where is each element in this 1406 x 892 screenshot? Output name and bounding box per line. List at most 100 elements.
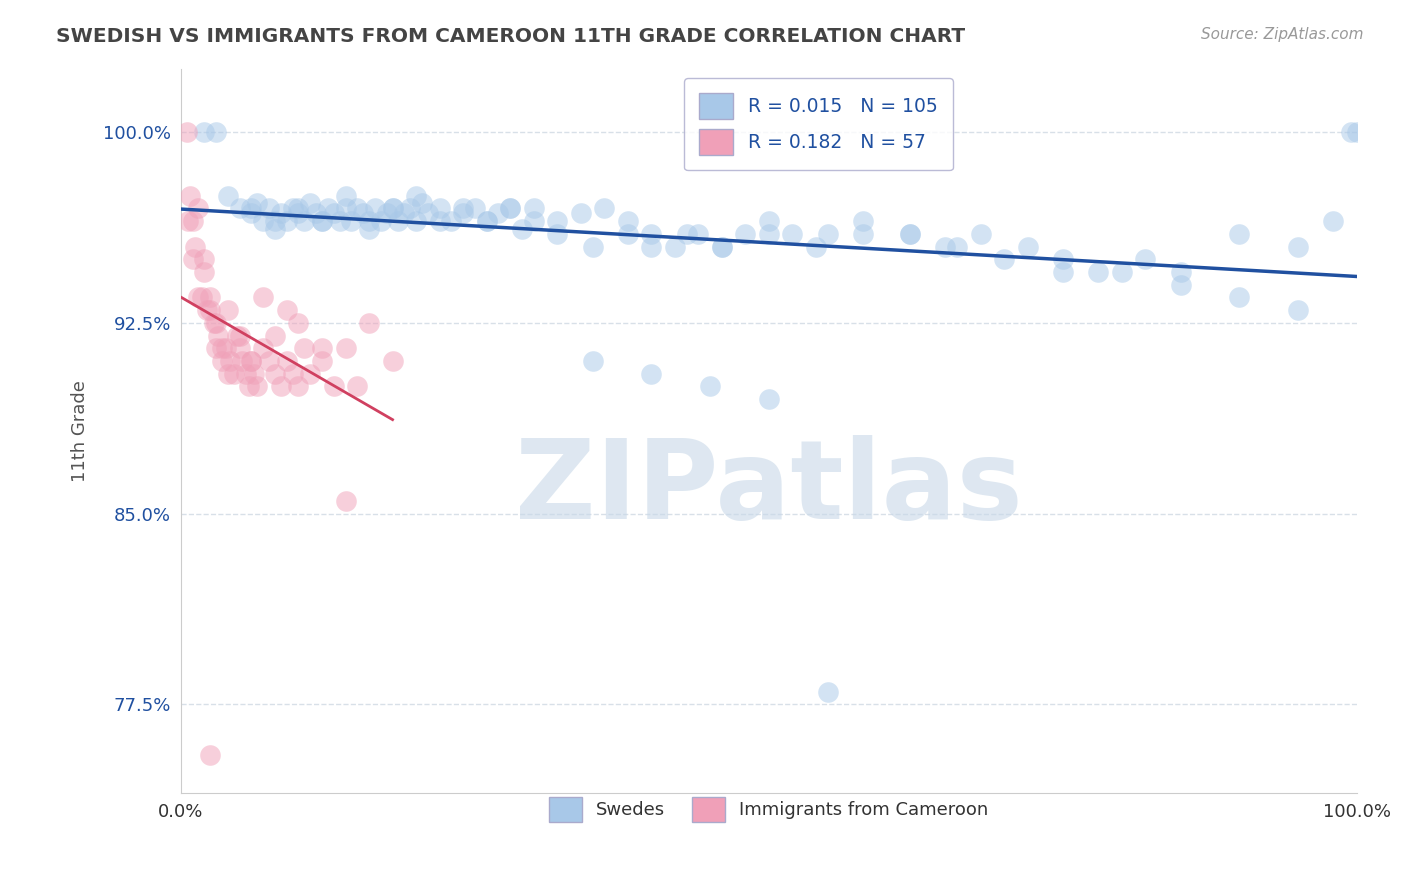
Point — [734, 227, 756, 241]
Point — [228, 341, 250, 355]
Point — [252, 290, 274, 304]
Point — [246, 379, 269, 393]
Point — [1135, 252, 1157, 267]
Point — [335, 202, 357, 216]
Point — [340, 214, 363, 228]
Point — [228, 202, 250, 216]
Point — [240, 206, 263, 220]
Point — [546, 227, 568, 241]
Point — [219, 354, 242, 368]
Point — [287, 206, 309, 220]
Point — [311, 214, 333, 228]
Point — [546, 214, 568, 228]
Point — [264, 214, 287, 228]
Point — [252, 341, 274, 355]
Text: ZIPatlas: ZIPatlas — [515, 435, 1022, 542]
Point — [181, 252, 204, 267]
Point — [217, 188, 239, 202]
Point — [370, 214, 392, 228]
Point — [214, 341, 236, 355]
Point — [311, 214, 333, 228]
Point — [758, 214, 780, 228]
Point — [429, 214, 451, 228]
Point — [1227, 227, 1250, 241]
Point — [202, 316, 225, 330]
Point — [329, 214, 352, 228]
Point — [357, 214, 380, 228]
Point — [1017, 239, 1039, 253]
Point — [187, 202, 209, 216]
Point — [240, 354, 263, 368]
Point — [257, 354, 280, 368]
Point — [817, 684, 839, 698]
Point — [364, 202, 387, 216]
Point — [177, 214, 200, 228]
Point — [193, 125, 215, 139]
Point — [451, 202, 474, 216]
Point — [299, 367, 322, 381]
Point — [475, 214, 498, 228]
Point — [305, 206, 328, 220]
Point — [405, 188, 427, 202]
Point — [191, 290, 214, 304]
Point — [276, 214, 298, 228]
Point — [675, 227, 697, 241]
Point — [187, 290, 209, 304]
Point — [240, 354, 263, 368]
Point — [231, 354, 253, 368]
Point — [205, 316, 228, 330]
Point — [375, 206, 398, 220]
Point — [499, 202, 522, 216]
Point — [240, 202, 263, 216]
Point — [381, 202, 404, 216]
Point — [394, 206, 416, 220]
Point — [1286, 239, 1309, 253]
Point — [451, 206, 474, 220]
Point — [287, 316, 309, 330]
Point — [1052, 252, 1074, 267]
Point — [710, 239, 733, 253]
Point — [699, 379, 721, 393]
Point — [429, 202, 451, 216]
Point — [276, 354, 298, 368]
Point — [664, 239, 686, 253]
Point — [640, 227, 662, 241]
Point — [322, 206, 344, 220]
Point — [617, 227, 640, 241]
Point — [464, 202, 486, 216]
Point — [181, 214, 204, 228]
Point — [335, 188, 357, 202]
Point — [1087, 265, 1109, 279]
Point — [499, 202, 522, 216]
Point — [207, 328, 229, 343]
Point — [281, 202, 304, 216]
Point — [817, 227, 839, 241]
Text: SWEDISH VS IMMIGRANTS FROM CAMEROON 11TH GRADE CORRELATION CHART: SWEDISH VS IMMIGRANTS FROM CAMEROON 11TH… — [56, 27, 966, 45]
Point — [264, 328, 287, 343]
Point — [804, 239, 827, 253]
Point — [440, 214, 463, 228]
Point — [238, 379, 260, 393]
Point — [176, 125, 198, 139]
Point — [758, 227, 780, 241]
Point — [523, 202, 546, 216]
Point — [898, 227, 921, 241]
Point — [569, 206, 592, 220]
Point — [228, 328, 250, 343]
Point — [346, 202, 368, 216]
Point — [270, 206, 292, 220]
Point — [287, 202, 309, 216]
Point — [211, 354, 233, 368]
Point — [264, 221, 287, 235]
Point — [211, 341, 233, 355]
Point — [270, 379, 292, 393]
Point — [193, 265, 215, 279]
Point — [200, 303, 222, 318]
Point — [688, 227, 710, 241]
Point — [381, 354, 404, 368]
Point — [387, 214, 409, 228]
Point — [246, 196, 269, 211]
Point — [193, 252, 215, 267]
Point — [758, 392, 780, 406]
Point — [475, 214, 498, 228]
